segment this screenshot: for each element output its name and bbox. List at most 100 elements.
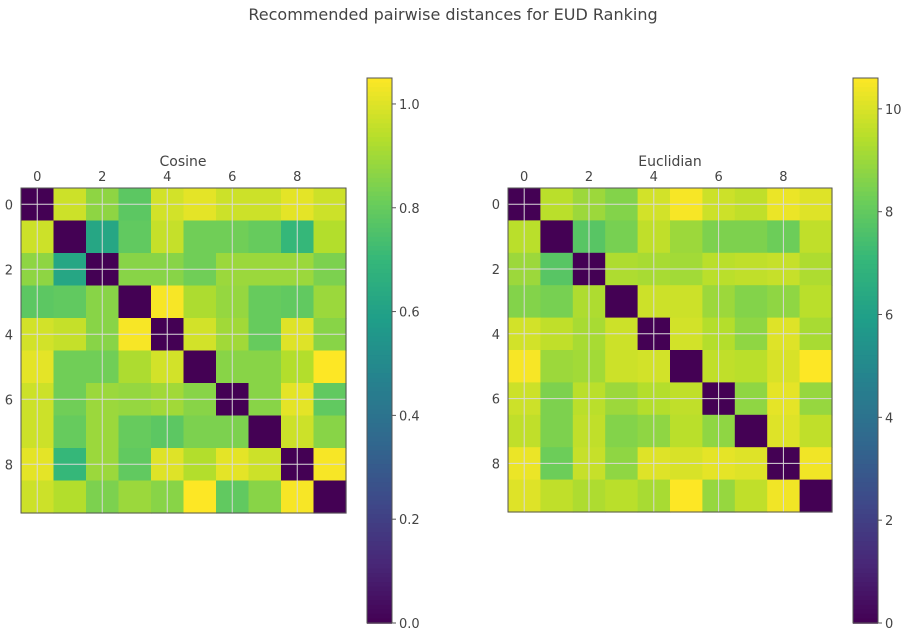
cosine-colorbar-strip <box>367 141 392 147</box>
cosine-colorbar-strip <box>367 96 392 102</box>
cosine-colorbar-strip <box>367 291 392 297</box>
cosine-y-tick-label: 4 <box>5 328 13 343</box>
cosine-cell-7-5 <box>183 415 217 449</box>
euclidian-colorbar-strip <box>853 432 878 438</box>
cosine-colorbar-strip <box>367 205 392 211</box>
cosine-colorbar-strip <box>367 582 392 588</box>
euclidian-colorbar-strip <box>853 482 878 488</box>
euclidian-colorbar-strip <box>853 477 878 484</box>
cosine-colorbar-strip <box>367 527 392 533</box>
euclidian-colorbar-strip <box>853 386 878 393</box>
euclidian-colorbar-strip <box>853 391 878 397</box>
euclidian-colorbar-strip <box>853 127 878 134</box>
cosine-colorbar-strip <box>367 355 392 361</box>
cosine-colorbar-strip <box>367 609 392 615</box>
euclidian-colorbar-strip <box>853 500 878 506</box>
euclidian-cell-1-9 <box>799 220 833 254</box>
cosine-colorbar-strip <box>367 309 392 315</box>
cosine-colorbar-strip <box>367 545 392 552</box>
cosine-colorbar-strip <box>367 523 392 529</box>
euclidian-colorbar-strip <box>853 523 878 529</box>
euclidian-colorbar-strip <box>853 259 878 266</box>
cosine-colorbar-strip <box>367 168 392 175</box>
cosine-colorbar-strip <box>367 573 392 579</box>
euclidian-cell-5-7 <box>734 350 768 383</box>
cosine-colorbar-strip <box>367 87 392 93</box>
euclidian-colorbar-strip <box>853 78 878 84</box>
cosine-colorbar-strip <box>367 323 392 329</box>
cosine-cell-1-1 <box>53 220 87 254</box>
cosine-colorbar-strip <box>367 423 392 429</box>
euclidian-colorbar-strip <box>853 382 878 388</box>
euclidian-colorbar-strip <box>853 536 878 543</box>
cosine-colorbar-strip <box>367 146 392 152</box>
euclidian-colorbar-strip <box>853 454 878 461</box>
cosine-colorbar-strip <box>367 318 392 325</box>
euclidian-colorbar-strip <box>853 418 878 424</box>
cosine-colorbar-strip <box>367 268 392 275</box>
cosine-colorbar-strip <box>367 559 392 565</box>
euclidian-colorbar-strip <box>853 464 878 470</box>
cosine-cell-5-9 <box>313 350 347 384</box>
euclidian-colorbar-strip <box>853 164 878 170</box>
cosine-colorbar-strip <box>367 187 392 193</box>
euclidian-cell-9-7 <box>734 479 768 513</box>
euclidian-cell-1-5 <box>670 220 703 254</box>
cosine-x-tick-label: 8 <box>293 170 301 185</box>
euclidian-colorbar-strip <box>853 273 878 279</box>
cosine-cell-7-1 <box>53 415 87 449</box>
euclidian-colorbar-strip <box>853 209 878 216</box>
cosine-colorbar-strip <box>367 536 392 543</box>
cosine-colorbar-strip <box>367 137 392 143</box>
euclidian-colorbar-strip <box>853 582 878 588</box>
cosine-colorbar-strip <box>367 232 392 238</box>
euclidian-y-tick-label: 0 <box>492 198 500 213</box>
euclidian-colorbar-strip <box>853 109 878 116</box>
cosine-colorbar-strip <box>367 236 392 243</box>
cosine-colorbar-strip <box>367 305 392 311</box>
cosine-colorbar-tick-label: 0.4 <box>399 409 420 424</box>
euclidian-colorbar-strip <box>853 318 878 325</box>
cosine-cell-9-1 <box>53 480 87 514</box>
cosine-colorbar-strip <box>367 495 392 502</box>
cosine-cell-3-1 <box>53 285 87 319</box>
euclidian-cell-7-1 <box>540 414 574 448</box>
cosine-title: Cosine <box>159 154 206 170</box>
euclidian-colorbar-strip <box>853 141 878 147</box>
cosine-x-tick-label: 6 <box>228 170 236 185</box>
cosine-colorbar-strip <box>367 155 392 161</box>
cosine-colorbar-strip <box>367 473 392 479</box>
euclidian-colorbar-strip <box>853 613 878 620</box>
cosine-colorbar-strip <box>367 182 392 188</box>
cosine-colorbar-strip <box>367 209 392 216</box>
euclidian-colorbar-strip <box>853 218 878 225</box>
euclidian-colorbar-strip <box>853 159 878 166</box>
cosine-cell-9-7 <box>248 480 282 514</box>
cosine-cell-5-7 <box>248 350 282 384</box>
cosine-colorbar-strip <box>367 595 392 602</box>
euclidian-colorbar-strip <box>853 468 878 474</box>
cosine-colorbar-strip <box>367 118 392 125</box>
euclidian-cell-5-3 <box>605 350 639 383</box>
euclidian-colorbar-strip <box>853 291 878 297</box>
euclidian-cell-3-1 <box>540 285 574 319</box>
cosine-colorbar-strip <box>367 391 392 397</box>
euclidian-colorbar-strip <box>853 350 878 356</box>
euclidian-colorbar-strip <box>853 409 878 415</box>
cosine-colorbar-strip <box>367 78 392 84</box>
euclidian-colorbar-strip <box>853 182 878 188</box>
euclidian-colorbar-strip <box>853 105 878 111</box>
cosine-colorbar-strip <box>367 191 392 197</box>
euclidian-cell-9-9 <box>799 479 833 513</box>
cosine-colorbar-strip <box>367 150 392 157</box>
euclidian-cell-9-3 <box>605 479 639 513</box>
euclidian-colorbar-strip <box>853 373 878 379</box>
cosine-colorbar-strip <box>367 200 392 206</box>
cosine-colorbar-strip <box>367 218 392 225</box>
cosine-colorbar-strip <box>367 468 392 474</box>
cosine-x-tick-label: 4 <box>163 170 171 185</box>
euclidian-colorbar-strip <box>853 441 878 447</box>
cosine-colorbar-strip <box>367 382 392 388</box>
cosine-colorbar-strip <box>367 604 392 611</box>
cosine-cell-1-7 <box>248 220 282 254</box>
